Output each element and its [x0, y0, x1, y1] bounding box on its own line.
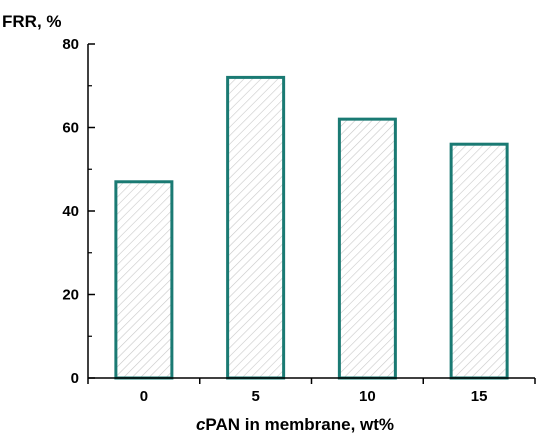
bar-0	[114, 180, 174, 380]
x-axis-label-rest: PAN in membrane, wt%	[205, 415, 394, 434]
x-tick-label-5: 5	[251, 388, 259, 405]
y-tick-label-40: 40	[62, 203, 79, 220]
x-axis-label: cPAN in membrane, wt%	[196, 415, 394, 434]
y-tick-label-80: 80	[62, 36, 79, 53]
y-tick-label-60: 60	[62, 120, 79, 137]
x-ticks-group: 0 5 10 15	[87, 378, 536, 405]
x-tick-label-10: 10	[359, 388, 376, 405]
y-axis-label: FRR, %	[2, 12, 62, 31]
bar-5	[226, 75, 286, 380]
x-axis-label-italic: c	[196, 415, 206, 434]
bar-10	[337, 117, 397, 380]
y-tick-label-0: 0	[71, 370, 79, 387]
x-tick-label-15: 15	[471, 388, 488, 405]
bar-15	[449, 142, 509, 380]
x-tick-label-0: 0	[140, 388, 148, 405]
y-ticks-group: 0 20 40 60 80	[62, 36, 95, 387]
bars-group	[114, 75, 509, 380]
y-tick-label-20: 20	[62, 287, 79, 304]
